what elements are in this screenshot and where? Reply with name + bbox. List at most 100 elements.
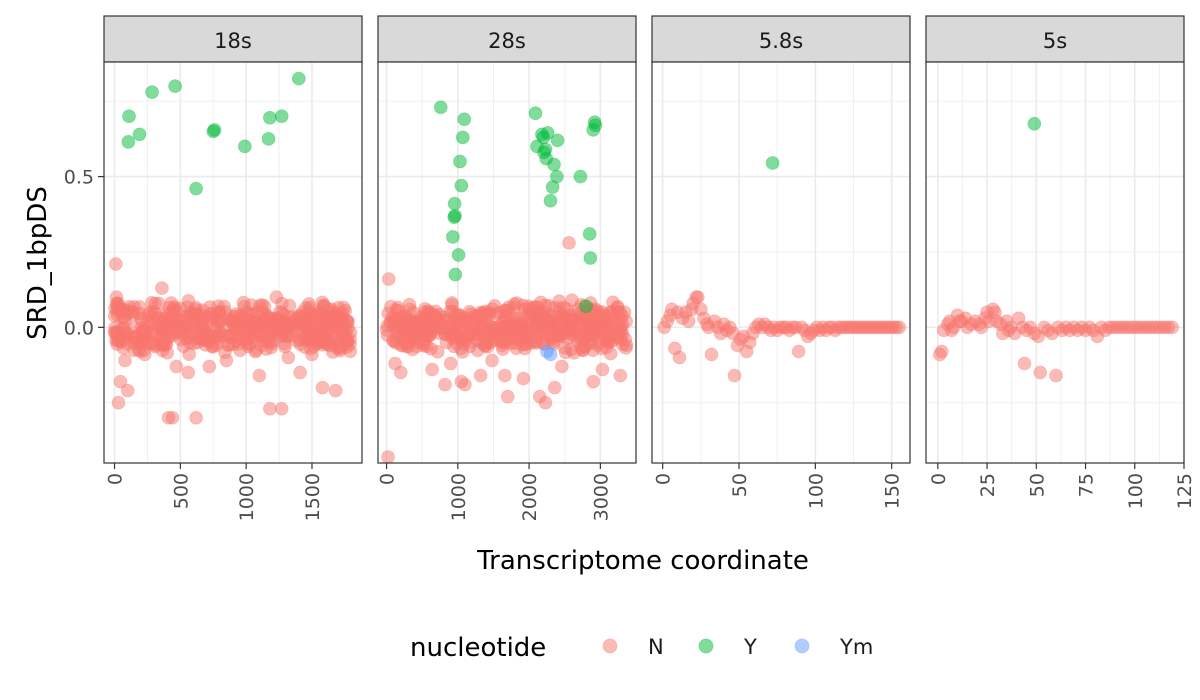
data-point-N (236, 295, 251, 310)
data-point-N (604, 318, 618, 333)
x-tick-label: 3000 (590, 473, 612, 521)
data-point-Y (540, 125, 555, 140)
legend-label: Ym (839, 635, 873, 659)
data-point-N (566, 329, 581, 343)
data-point-N (1165, 320, 1180, 335)
data-point-N (615, 309, 630, 323)
data-point-N (438, 377, 452, 392)
data-point-N (219, 353, 234, 368)
facet-strip-label: 18s (214, 29, 252, 53)
data-point-N (393, 365, 408, 380)
data-point-N (613, 368, 628, 383)
data-point-N (179, 318, 194, 333)
data-point-N (274, 401, 289, 416)
data-point-N (304, 323, 318, 337)
data-point-Y (445, 229, 460, 244)
data-point-N (221, 337, 236, 352)
data-point-Y (207, 122, 222, 137)
data-point-Y (447, 196, 462, 211)
x-tick-label: 125 (1174, 473, 1196, 509)
data-point-N (584, 328, 599, 343)
data-point-N (478, 336, 493, 350)
data-point-Y (262, 110, 277, 125)
data-point-Y (237, 139, 252, 154)
panel-border (103, 61, 363, 464)
data-point-Y (455, 130, 470, 145)
data-point-N (277, 336, 292, 351)
data-point-N (425, 362, 440, 377)
data-point-N (434, 321, 449, 336)
data-point-N (547, 380, 562, 395)
data-point-Y (457, 112, 472, 127)
x-tick-label: 25 (977, 473, 999, 497)
legend-item: N (602, 635, 664, 659)
data-point-N (305, 347, 319, 362)
panel-border (651, 61, 911, 464)
x-tick-label: 0 (653, 473, 675, 485)
data-point-N (497, 368, 512, 383)
panel-border (377, 61, 637, 464)
data-point-N (430, 344, 445, 359)
data-point-Y (528, 106, 543, 121)
data-point-N (262, 401, 277, 416)
data-point-Y (547, 157, 561, 172)
facet-strip-label: 5s (1043, 29, 1067, 53)
panel-border (925, 61, 1185, 464)
data-point-N (590, 338, 605, 352)
data-point-N (120, 383, 135, 398)
data-point-N (690, 290, 705, 305)
data-point-Y (588, 118, 603, 133)
data-point-N (603, 346, 618, 361)
data-point-N (681, 314, 696, 329)
data-point-Y (550, 133, 565, 148)
data-point-Y (454, 178, 469, 193)
legend-item: Ym (794, 635, 873, 659)
data-point-Y (448, 267, 463, 282)
data-point-N (528, 300, 543, 314)
data-point-N (252, 368, 267, 383)
facet-panel: 5s 0 25 50 75 100 125 (925, 15, 1196, 509)
data-point-N (892, 320, 907, 335)
data-point-N (512, 327, 527, 342)
facet-panel: 18s 0 500 1000 1500 (103, 15, 363, 521)
data-point-N (413, 312, 428, 327)
data-point-N (473, 368, 488, 383)
data-point-Y (168, 79, 182, 94)
data-point-Y (448, 208, 462, 223)
x-tick-label: 0 (105, 473, 127, 485)
facet-strip (103, 15, 363, 63)
data-point-N (394, 338, 408, 352)
data-point-N (427, 308, 442, 323)
x-tick-label: 2000 (519, 473, 541, 521)
y-axis-title: SRD_1bpDS (23, 186, 53, 340)
data-point-N (586, 374, 601, 389)
data-point-N (281, 350, 296, 365)
data-point-N (110, 302, 125, 317)
x-tick-label: 1000 (236, 473, 258, 521)
data-point-N (309, 336, 324, 351)
data-point-Y (274, 109, 289, 124)
data-point-Y (451, 248, 466, 262)
facet-strip-label: 28s (488, 29, 526, 53)
data-point-N (538, 395, 553, 410)
data-point-N (618, 332, 633, 347)
data-point-N (111, 395, 126, 410)
data-point-N (934, 344, 949, 359)
data-point-N (340, 332, 355, 347)
points-layer (932, 116, 1180, 383)
data-point-N (485, 353, 499, 368)
data-point-Y (291, 71, 306, 86)
data-point-N (169, 359, 184, 374)
data-point-N (114, 334, 128, 349)
data-point-Y (145, 85, 159, 100)
data-point-N (108, 257, 123, 271)
legend: nucleotide N Y Ym (410, 633, 873, 663)
data-point-N (160, 345, 175, 360)
data-point-N (443, 356, 458, 371)
data-point-N (213, 325, 227, 340)
data-point-N (507, 300, 522, 315)
data-point-N (225, 315, 240, 329)
data-point-N (500, 389, 515, 404)
data-point-N (189, 410, 204, 425)
